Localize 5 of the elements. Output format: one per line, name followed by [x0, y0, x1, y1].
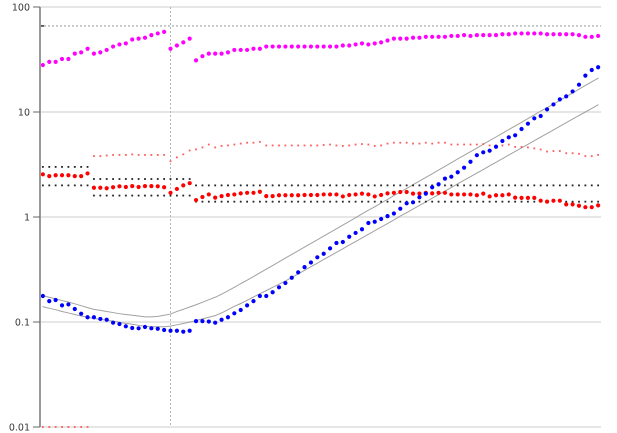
y-tick-label: 0.1 — [14, 317, 30, 328]
y-tick-label: 0.01 — [8, 422, 30, 433]
y-tick-label: 1 — [24, 212, 30, 224]
y-tick-label: 100 — [12, 2, 30, 14]
y-tick-label: 10 — [18, 107, 30, 118]
